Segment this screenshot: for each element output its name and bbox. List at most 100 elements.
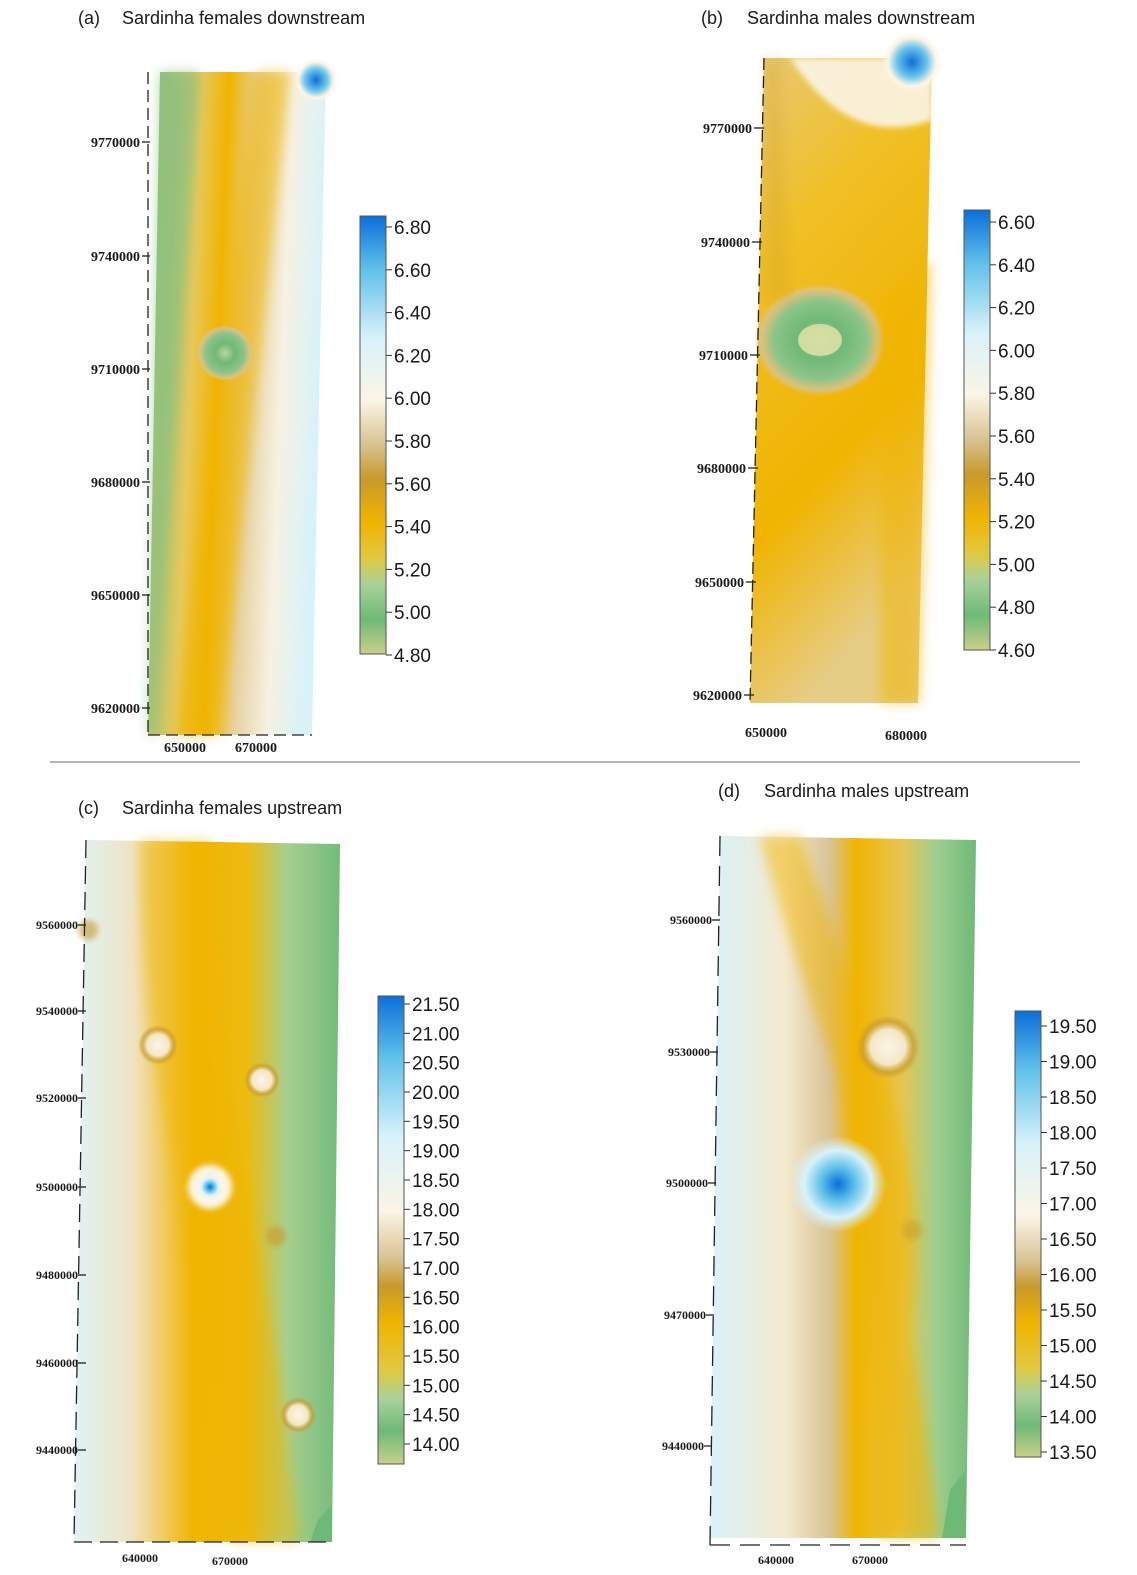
- panel-d-map: [710, 836, 976, 1538]
- panel-a-hotspot: [197, 325, 253, 381]
- legend-tick-label: 16.50: [1049, 1230, 1097, 1251]
- panel-b-title: Sardinha males downstream: [747, 8, 975, 28]
- legend-tick-label: 5.40: [998, 470, 1035, 491]
- legend-tick-label: 19.00: [412, 1142, 460, 1163]
- panel-a-y-tick: 9620000: [91, 702, 140, 717]
- legend-tick-label: 17.00: [1049, 1195, 1097, 1216]
- panel-c-y-tick: 9500000: [36, 1180, 78, 1194]
- legend-tick-label: 17.00: [412, 1259, 460, 1280]
- panel-b-y-tick: 9710000: [699, 349, 748, 364]
- legend-tick-label: 14.00: [1049, 1408, 1097, 1429]
- legend-tick-label: 19.50: [412, 1112, 460, 1133]
- legend-tick-label: 17.50: [1049, 1159, 1097, 1180]
- legend-tick-label: 6.60: [998, 213, 1035, 234]
- panel-c-y-tick: 9540000: [36, 1004, 78, 1018]
- panel-c-y-axis: 9560000 9540000 9520000 9500000 9480000 …: [36, 918, 86, 1457]
- panel-c-y-tick: 9480000: [36, 1268, 78, 1282]
- panel-c-colorbar: [377, 995, 405, 1465]
- legend-tick-label: 6.60: [394, 261, 431, 282]
- panel-a-title: Sardinha females downstream: [122, 8, 365, 28]
- legend-tick-label: 4.80: [998, 598, 1035, 619]
- panel-c-x-axis: 640000 670000: [122, 1551, 248, 1568]
- legend-tick-label: 5.40: [394, 518, 431, 539]
- legend-tick-label: 18.50: [412, 1171, 460, 1192]
- legend-tick-label: 21.00: [412, 1024, 460, 1045]
- legend-tick-label: 19.50: [1049, 1017, 1097, 1038]
- panel-d-y-axis: 9560000 9530000 9500000 9470000 9440000: [662, 913, 720, 1453]
- legend-tick-label: 16.50: [412, 1288, 460, 1309]
- panel-d-title: Sardinha males upstream: [764, 781, 969, 801]
- panel-c-y-tick: 9440000: [36, 1443, 78, 1457]
- panel-b-y-tick: 9650000: [695, 576, 744, 591]
- panel-d-y-tick: 9560000: [670, 913, 712, 927]
- legend-tick-label: 18.00: [1049, 1124, 1097, 1145]
- legend-tick-label: 21.50: [412, 995, 460, 1016]
- panel-b-y-tick: 9740000: [701, 236, 750, 251]
- legend-tick-label: 5.00: [394, 603, 431, 624]
- legend-tick-label: 6.00: [394, 389, 431, 410]
- panel-a-colorbar: [359, 215, 387, 655]
- panel-c-y-tick: 9520000: [36, 1091, 78, 1105]
- panel-d-y-tick: 9470000: [664, 1308, 706, 1322]
- legend-tick-label: 16.00: [412, 1318, 460, 1339]
- panel-a-x-tick: 670000: [235, 741, 277, 756]
- legend-tick-label: 15.00: [1049, 1337, 1097, 1358]
- panel-c-map: [74, 840, 340, 1542]
- panel-c-title: Sardinha females upstream: [122, 798, 342, 818]
- panel-a-y-tick: 9680000: [91, 476, 140, 491]
- panel-d-y-tick: 9440000: [662, 1439, 704, 1453]
- panel-d-label: (d): [718, 781, 740, 801]
- legend-tick-label: 13.50: [1049, 1443, 1097, 1464]
- panel-c-x-tick: 640000: [122, 1551, 158, 1565]
- panel-d: (d) Sardinha males upstream 9560000 9530…: [662, 781, 1097, 1567]
- legend-tick-label: 5.80: [394, 432, 431, 453]
- panel-b-x-axis: 650000 680000: [745, 726, 927, 744]
- panel-a-x-axis: 650000 670000: [164, 741, 277, 756]
- legend-tick-label: 18.00: [412, 1200, 460, 1221]
- legend-tick-label: 19.00: [1049, 1053, 1097, 1074]
- panel-d-y-tick: 9500000: [666, 1176, 708, 1190]
- legend-tick-label: 6.20: [394, 346, 431, 367]
- panel-a-y-tick: 9740000: [91, 250, 140, 265]
- legend-tick-label: 6.80: [394, 218, 431, 239]
- panel-b-map: [750, 32, 942, 703]
- panel-b: (b) Sardinha males downstream 9770000 97…: [693, 8, 1035, 744]
- legend-tick-label: 18.50: [1049, 1088, 1097, 1109]
- panel-c-y-tick: 9560000: [36, 918, 78, 932]
- panel-d-legend: 19.50 19.00 18.50 18.00 17.50 17.00 16.50 16.00…: [1014, 1010, 1097, 1464]
- legend-tick-label: 17.50: [412, 1230, 460, 1251]
- panel-b-y-tick: 9680000: [697, 462, 746, 477]
- panel-b-label: (b): [701, 8, 723, 28]
- panel-a-label: (a): [78, 8, 100, 28]
- panel-b-y-tick: 9770000: [703, 122, 752, 137]
- panel-a-x-tick: 650000: [164, 741, 206, 756]
- legend-tick-label: 6.40: [394, 304, 431, 325]
- legend-tick-label: 16.00: [1049, 1266, 1097, 1287]
- legend-tick-label: 14.00: [412, 1435, 460, 1456]
- panel-d-hotspot: [856, 1015, 920, 1079]
- panel-d-colorbar: [1014, 1010, 1042, 1458]
- panel-b-colorbar: [963, 209, 991, 651]
- legend-tick-label: 6.40: [998, 256, 1035, 277]
- panel-d-y-tick: 9530000: [668, 1045, 710, 1059]
- legend-tick-label: 14.50: [1049, 1372, 1097, 1393]
- panel-a-y-axis: 9770000 9740000 9710000 9680000 9650000 …: [91, 136, 150, 717]
- panel-a-map: [148, 58, 338, 735]
- panel-c-x-tick: 670000: [212, 1554, 248, 1568]
- legend-tick-label: 5.60: [998, 427, 1035, 448]
- panel-a-y-tick: 9710000: [91, 363, 140, 378]
- panel-a-y-tick: 9770000: [91, 136, 140, 151]
- panel-c: (c) Sardinha females upstream 9560000: [36, 798, 460, 1568]
- panel-a: (a) Sardinha females downstream 9770000 …: [78, 8, 431, 756]
- panel-c-label: (c): [78, 798, 99, 818]
- panel-d-x-tick: 670000: [852, 1553, 888, 1567]
- legend-tick-label: 5.60: [394, 475, 431, 496]
- panel-b-y-axis: 9770000 9740000 9710000 9680000 9650000 …: [693, 122, 764, 704]
- panel-b-legend: 6.60 6.40 6.20 6.00 5.80 5.60 5.40 5.20 5.00 4.80…: [963, 209, 1035, 662]
- panel-a-legend: 6.80 6.60 6.40 6.20 6.00 5.80 5.60 5.40 5.20 5.00…: [359, 215, 431, 667]
- legend-tick-label: 5.20: [394, 560, 431, 581]
- panel-d-x-tick: 640000: [758, 1553, 794, 1567]
- legend-tick-label: 15.50: [412, 1347, 460, 1368]
- legend-tick-label: 5.20: [998, 513, 1035, 534]
